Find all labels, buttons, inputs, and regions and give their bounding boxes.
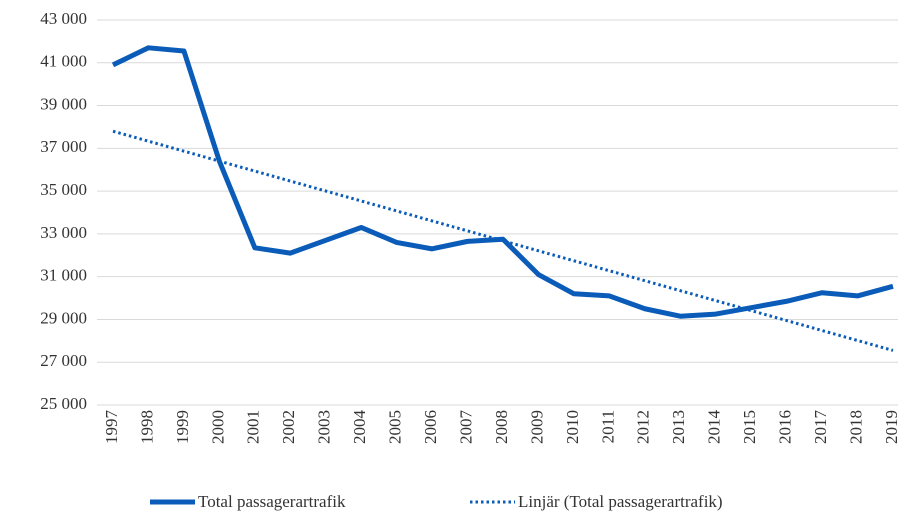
x-tick-label: 2013	[669, 410, 688, 444]
x-tick-label: 2010	[563, 410, 582, 444]
x-tick-label: 2003	[315, 410, 334, 444]
x-tick-label: 2018	[846, 410, 865, 444]
x-tick-label: 2007	[456, 410, 475, 445]
x-tick-label: 2017	[811, 410, 830, 445]
y-tick-label: 43 000	[40, 9, 87, 28]
y-tick-label: 35 000	[40, 180, 87, 199]
legend-label: Linjär (Total passagerartrafik)	[518, 492, 723, 511]
y-tick-label: 27 000	[40, 351, 87, 370]
x-tick-label: 2019	[882, 410, 901, 444]
legend-label: Total passagerartrafik	[198, 492, 346, 511]
y-tick-label: 39 000	[40, 94, 87, 113]
x-tick-label: 1999	[173, 410, 192, 444]
y-tick-label: 31 000	[40, 266, 87, 285]
x-tick-label: 1998	[137, 410, 156, 444]
x-tick-label: 2015	[740, 410, 759, 444]
y-tick-label: 29 000	[40, 308, 87, 327]
x-tick-label: 2014	[705, 410, 724, 445]
x-tick-label: 2011	[598, 410, 617, 443]
y-tick-label: 37 000	[40, 137, 87, 156]
x-tick-label: 1997	[102, 410, 121, 445]
y-tick-label: 33 000	[40, 223, 87, 242]
x-tick-label: 2008	[492, 410, 511, 444]
x-tick-label: 2016	[776, 410, 795, 444]
x-tick-label: 2006	[421, 410, 440, 444]
y-tick-label: 25 000	[40, 394, 87, 413]
x-tick-label: 2001	[244, 410, 263, 444]
y-tick-label: 41 000	[40, 52, 87, 71]
x-tick-label: 2000	[208, 410, 227, 444]
line-series	[111, 45, 894, 319]
x-tick-label: 2002	[279, 410, 298, 444]
x-tick-label: 2005	[386, 410, 405, 444]
x-tick-label: 2004	[350, 410, 369, 445]
x-tick-label: 2012	[634, 410, 653, 444]
x-tick-label: 2009	[527, 410, 546, 444]
